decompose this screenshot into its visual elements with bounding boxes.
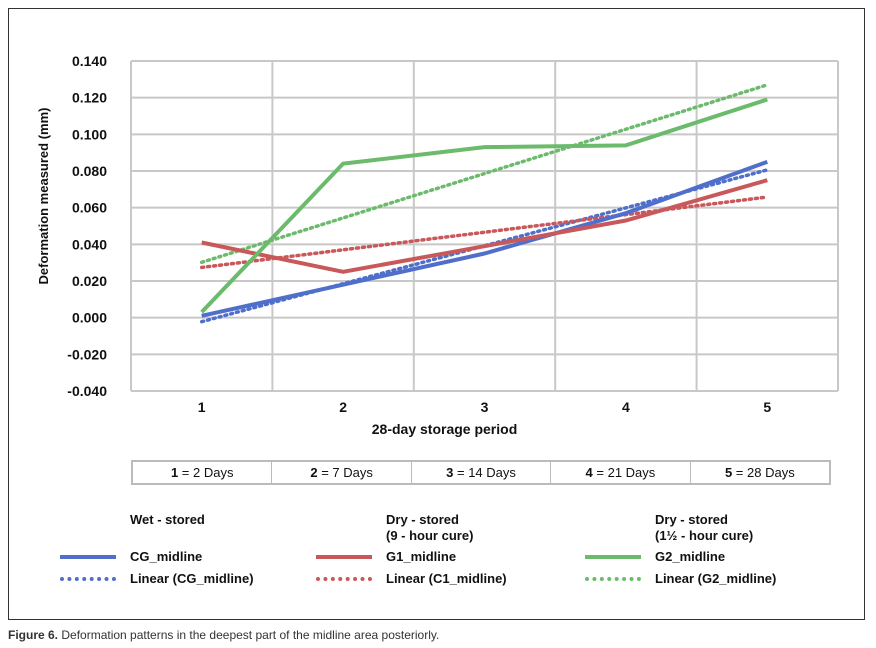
y-tick-label: 0.020 — [72, 273, 107, 289]
legend-group-title: Dry - stored (1½ - hour cure) — [655, 512, 754, 543]
day-key-cell: 4 = 21 Days — [551, 462, 691, 483]
legend-swatch-line — [60, 555, 116, 559]
legend-label: Linear (C1_midline) — [386, 571, 507, 586]
x-tick-label: 4 — [622, 399, 630, 415]
legend-group-title: Wet - stored — [130, 512, 205, 527]
y-tick-label: 0.080 — [72, 163, 107, 179]
figure-frame — [8, 8, 865, 620]
x-tick-label: 1 — [198, 399, 206, 415]
legend-label: Linear (CG_midline) — [130, 571, 254, 586]
legend-swatch-line — [316, 555, 372, 559]
day-key-cell: 2 = 7 Days — [272, 462, 412, 483]
y-tick-label: 0.120 — [72, 90, 107, 106]
legend-label: G1_midline — [386, 549, 457, 564]
y-tick-label: 0.100 — [72, 126, 107, 142]
legend-label: Linear (G2_midline) — [655, 571, 777, 586]
series-line-CG_midline — [201, 159, 768, 318]
y-tick-label: 0.040 — [72, 236, 107, 252]
legend-group-title: Dry - stored (9 - hour cure) — [386, 512, 474, 543]
legend-label: CG_midline — [130, 549, 203, 564]
y-tick-label: -0.040 — [67, 383, 107, 399]
figure-caption: Figure 6. Deformation patterns in the de… — [8, 628, 440, 642]
legend-swatch-trend — [60, 577, 116, 581]
y-tick-label: 0.060 — [72, 200, 107, 216]
trendline-G2_midline — [199, 83, 770, 265]
legend-swatch-line — [585, 555, 641, 559]
day-key-table: 1 = 2 Days 2 = 7 Days 3 = 14 Days 4 = 21… — [131, 460, 831, 485]
day-key-cell: 5 = 28 Days — [724, 465, 795, 480]
x-axis-title: 28-day storage period — [372, 421, 518, 437]
x-tick-label: 3 — [481, 399, 489, 415]
y-tick-label: 0.000 — [72, 310, 107, 326]
y-tick-label: 0.140 — [72, 53, 107, 69]
y-tick-label: -0.020 — [67, 346, 107, 362]
x-tick-label: 5 — [763, 399, 771, 415]
x-tick-label: 2 — [339, 399, 347, 415]
y-axis-title: Deformation measured (mm) — [36, 108, 51, 285]
day-key-cell: 1 = 2 Days — [133, 462, 273, 483]
legend-swatch-trend — [316, 577, 372, 581]
legend-label: G2_midline — [655, 549, 726, 564]
day-key-cell: 3 = 14 Days — [412, 462, 552, 483]
legend-swatch-trend — [585, 577, 641, 581]
